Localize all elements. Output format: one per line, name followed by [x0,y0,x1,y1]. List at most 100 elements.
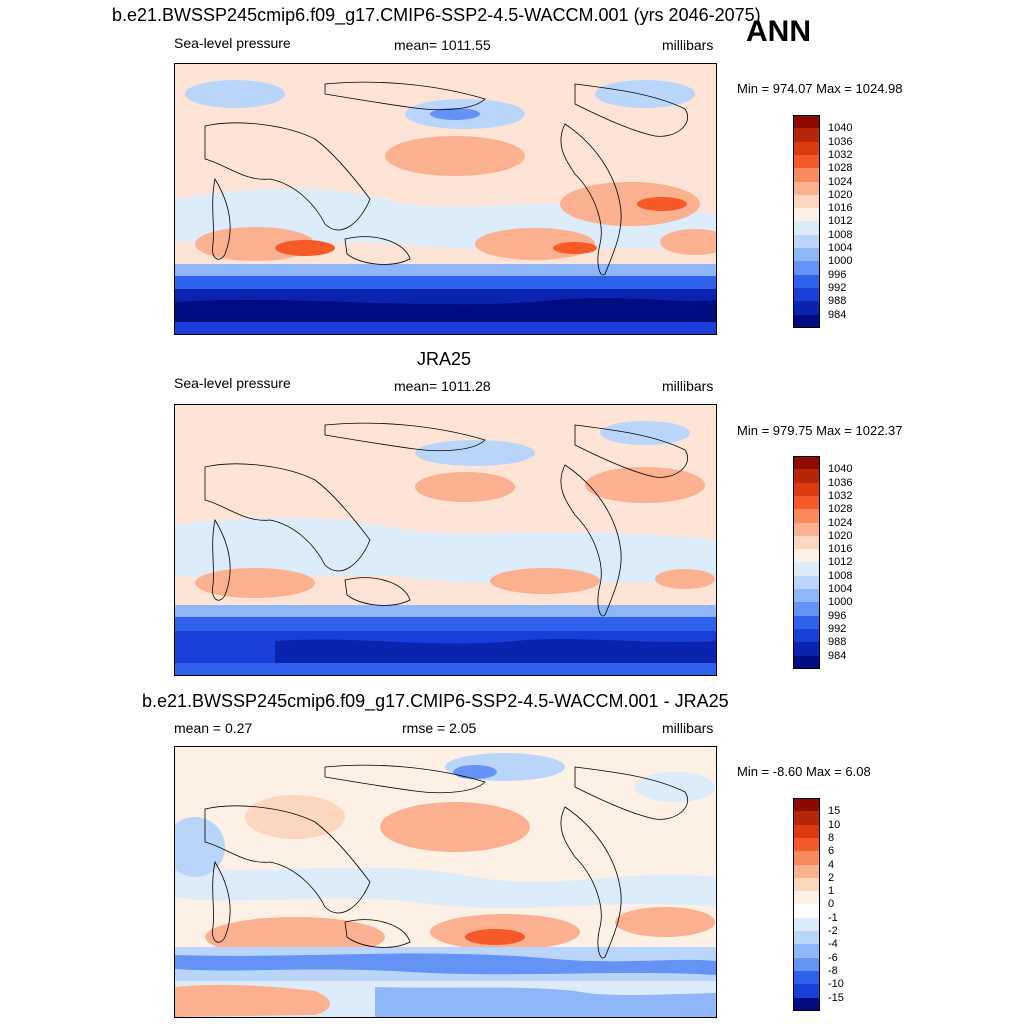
panel1-colorbar-label-10: 1000 [828,255,853,268]
panel1-colorbar-swatch-10 [793,248,820,262]
panel2-colorbar-label-12: 992 [828,622,847,635]
panel1-colorbar-swatch-11 [793,261,820,276]
panel3-colorbar-swatch-0 [793,798,820,812]
panel1-colorbar-swatch-1 [793,128,820,143]
panel1-colorbar-swatch-5 [793,181,820,196]
panel3-colorbar-label-14: -15 [828,991,844,1004]
panel1-colorbar-label-12: 992 [828,281,847,294]
panel2-colorbar-label-8: 1008 [828,569,853,582]
season-label: ANN [746,15,811,48]
panel3-colorbar-swatch-9 [793,917,820,932]
panel3-colorbar-label-10: -4 [828,938,838,951]
panel2-colorbar-swatch-4 [793,509,820,523]
panel3-units-label: millibars [662,720,714,736]
panel3-colorbar-label-11: -6 [828,951,838,964]
panel3-colorbar-label-0: 15 [828,805,841,818]
panel2-colorbar-swatch-2 [793,482,820,497]
panel2-colorbar-swatch-0 [793,456,820,470]
panel3-colorbar-label-13: -10 [828,978,844,991]
panel2-colorbar-label-11: 996 [828,609,847,622]
panel3-title: b.e21.BWSSP245cmip6.f09_g17.CMIP6-SSP2-4… [142,691,729,711]
panel3-colorbar-swatch-12 [793,957,820,972]
panel1-colorbar-swatch-2 [793,141,820,156]
panel3-colorbar-label-8: -1 [828,911,838,924]
panel1-colorbar-swatch-8 [793,221,820,236]
panel1-colorbar-label-5: 1020 [828,188,853,201]
panel2-colorbar-swatch-11 [793,602,820,617]
panel2-colorbar-label-1: 1036 [828,476,853,489]
panel1-mean-label: mean= 1011.55 [394,37,491,53]
panel2-title: JRA25 [417,349,472,369]
panel1-colorbar-swatch-3 [793,154,820,169]
panel2-colorbar-swatch-9 [793,575,820,590]
panel3-colorbar-swatch-14 [793,984,820,998]
panel3-colorbar-swatch-15 [793,997,820,1012]
panel2-colorbar-swatch-13 [793,628,820,643]
panel3-colorbar-swatch-3 [793,837,820,852]
panel3-colorbar-swatch-1 [793,811,820,826]
panel2-colorbar-swatch-6 [793,535,820,550]
panel2-colorbar-swatch-5 [793,522,820,537]
panel1-colorbar-swatch-12 [793,274,820,289]
panel2-mean-label: mean= 1011.28 [394,378,491,394]
panel2-colorbar-swatch-7 [793,549,820,563]
panel3-colorbar-label-1: 10 [828,818,841,831]
panel3-minmax: Min = -8.60 Max = 6.08 [737,764,871,779]
panel1-colorbar-swatch-0 [793,115,820,129]
panel1-colorbar-label-9: 1004 [828,242,853,254]
panel3-colorbar-swatch-5 [793,864,820,879]
panel1-colorbar-swatch-4 [793,168,820,182]
panel2-colorbar-swatch-1 [793,469,820,484]
panel1-colorbar-label-14: 984 [828,308,847,321]
panel1-colorbar-swatch-14 [793,301,820,315]
panel1-colorbar-swatch-6 [793,194,820,209]
panel2-colorbar-label-4: 1024 [828,516,853,529]
panel3-colorbar-label-7: 0 [828,898,835,911]
panel1-variable-label: Sea-level pressure [174,35,291,51]
panel2-variable-label: Sea-level pressure [174,375,291,391]
panel3-colorbar-swatch-8 [793,904,820,919]
panel3-map-svg [175,747,716,1017]
panel1-colorbar-swatch-7 [793,208,820,222]
panel3-colorbar-swatch-6 [793,877,820,892]
panel1-colorbar-label-7: 1012 [828,215,853,228]
panel3-colorbar-swatch-13 [793,970,820,985]
panel3-rmse-label: rmse = 2.05 [402,720,477,736]
panel2-colorbar-label-7: 1012 [828,556,853,569]
panel2-colorbar-label-14: 984 [828,649,847,662]
panel2-map [174,404,717,676]
panel2-colorbar-label-0: 1040 [828,463,853,476]
panel1-colorbar-label-0: 1040 [828,122,853,135]
panel2-map-svg [175,405,716,675]
panel1-colorbar-label-1: 1036 [828,135,853,148]
panel2-units-label: millibars [662,378,714,394]
panel1-colorbar-swatch-15 [793,314,820,329]
panel3-colorbar-swatch-10 [793,931,820,945]
panel2-colorbar-swatch-8 [793,562,820,577]
panel1-colorbar-label-13: 988 [828,295,847,308]
panel3-colorbar-label-9: -2 [828,925,838,937]
panel1-colorbar-frame [793,115,820,328]
panel1-colorbar-swatch-13 [793,287,820,302]
panel2-colorbar-label-9: 1004 [828,583,853,595]
panel2-colorbar-swatch-3 [793,495,820,510]
panel1-colorbar-label-4: 1024 [828,175,853,188]
panel3-map [174,746,717,1018]
panel1-units-label: millibars [662,37,714,53]
panel3-colorbar-label-5: 2 [828,871,835,884]
panel3-colorbar-label-2: 8 [828,831,835,844]
panel3-colorbar-swatch-7 [793,891,820,905]
panel2-colorbar-swatch-15 [793,655,820,670]
main-title: b.e21.BWSSP245cmip6.f09_g17.CMIP6-SSP2-4… [112,5,761,25]
panel3-colorbar-swatch-4 [793,851,820,865]
panel3-colorbar-swatch-11 [793,944,820,959]
panel3-colorbar-label-6: 1 [828,885,835,898]
panel2-colorbar-label-5: 1020 [828,529,853,542]
panel3-mean-label: mean = 0.27 [174,720,253,736]
panel1-minmax: Min = 974.07 Max = 1024.98 [737,81,903,96]
panel2-colorbar-swatch-10 [793,589,820,603]
panel3-colorbar-label-12: -8 [828,964,838,977]
panel3-colorbar-label-3: 6 [828,845,835,858]
panel2-minmax: Min = 979.75 Max = 1022.37 [737,423,903,438]
panel2-colorbar-label-3: 1028 [828,503,853,516]
